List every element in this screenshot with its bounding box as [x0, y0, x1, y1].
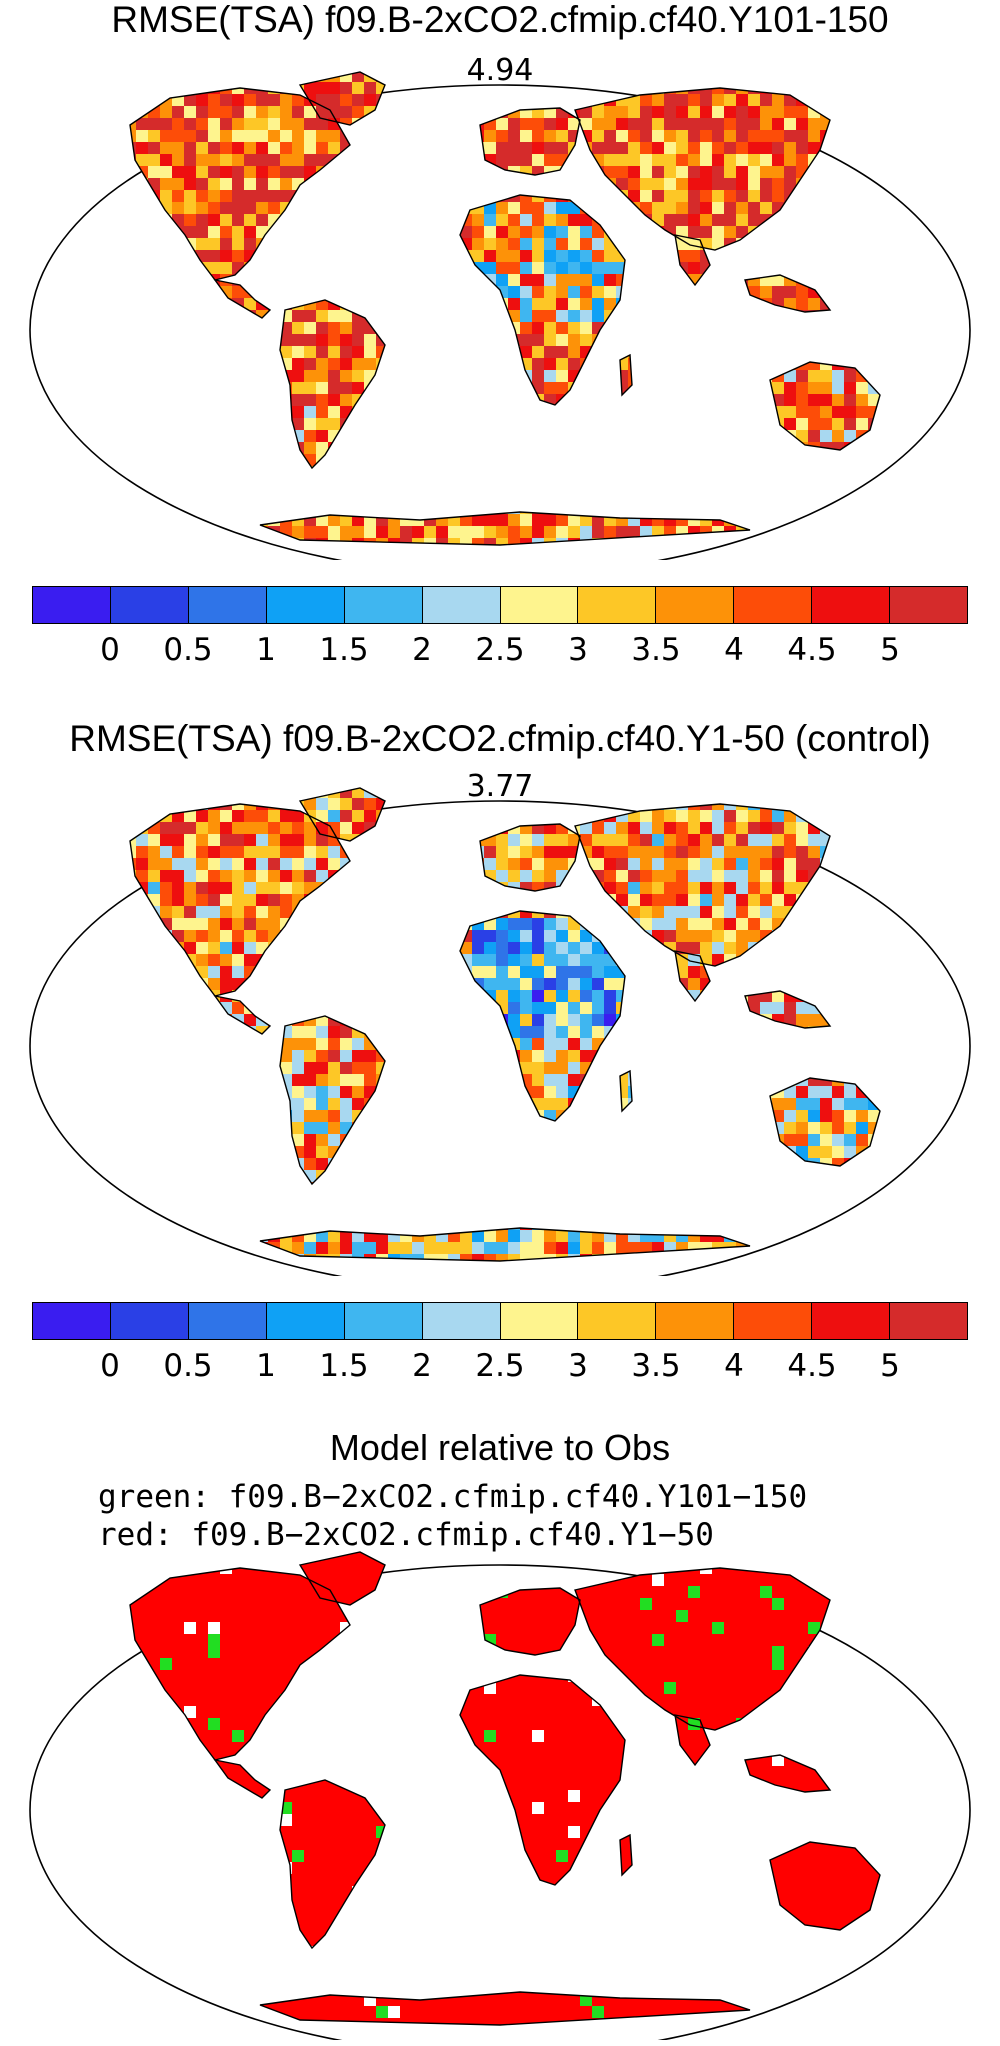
panel1-colorbar — [32, 586, 968, 624]
colorbar-tick-label: 3 — [568, 1348, 588, 1384]
coastline-samerica — [279, 1015, 386, 1186]
coastline-europe — [479, 1587, 581, 1656]
colorbar-tick-label: 4 — [724, 632, 744, 668]
coastline-madagascar — [619, 353, 633, 397]
red-legend-label: red: f09.B−2xCO2.cfmip.cf40.Y1−50 — [98, 1517, 714, 1553]
colorbar-tick-label: 3 — [568, 632, 588, 668]
coastline-namerica — [129, 87, 351, 281]
colorbar-swatch — [500, 587, 579, 623]
colorbar-swatch — [578, 1303, 657, 1339]
panel2-colorbar-ticks: 0 0.5 1 1.5 2 2.5 3 3.5 4 4.5 5 — [0, 1346, 1000, 1386]
panel1-world-map — [29, 71, 971, 560]
colorbar-swatch — [266, 1303, 345, 1339]
coastline-camerica — [213, 278, 272, 319]
colorbar-tick-label: 0 — [100, 632, 120, 668]
panel1-rmse-value: 4.94 — [466, 53, 534, 88]
colorbar-swatch — [890, 1303, 968, 1339]
coastline-europe — [479, 107, 581, 176]
coastline-seasia — [744, 1754, 832, 1793]
coastline-india — [674, 1714, 711, 1767]
coastline-madagascar — [619, 1069, 633, 1113]
panel1-colorbar-ticks: 0 0.5 1 1.5 2 2.5 3 3.5 4 4.5 5 — [0, 630, 1000, 670]
coastline-europe — [479, 823, 581, 892]
panel3-title: Model relative to Obs — [329, 1427, 671, 1468]
colorbar-swatch — [344, 587, 423, 623]
coastline-antarctica — [259, 1227, 751, 1262]
green-legend-label: green: f09.B−2xCO2.cfmip.cf40.Y101−150 — [98, 1479, 808, 1515]
colorbar-swatch — [812, 587, 891, 623]
colorbar-tick-label: 4 — [724, 1348, 744, 1384]
colorbar-tick-label: 1 — [256, 1348, 276, 1384]
coastline-asia — [574, 87, 831, 251]
coastline-samerica — [279, 299, 386, 470]
panel1-map — [29, 71, 971, 560]
coastline-africa — [459, 1674, 626, 1886]
coastline-asia — [574, 803, 831, 967]
coastline-antarctica — [259, 1991, 751, 2026]
coastline-asia — [574, 1567, 831, 1731]
colorbar-tick-label: 3.5 — [631, 632, 681, 668]
panel2-world-map — [29, 787, 971, 1276]
colorbar-tick-label: 5 — [880, 1348, 900, 1384]
panel2-rmse-value: 3.77 — [466, 769, 534, 804]
colorbar-swatch — [812, 1303, 891, 1339]
coastline-namerica — [129, 803, 351, 997]
colorbar-swatch — [110, 587, 189, 623]
coastline-antarctica — [259, 511, 751, 546]
colorbar-swatch — [656, 1303, 735, 1339]
coastline-namerica — [129, 1567, 351, 1761]
coastline-australia — [769, 361, 881, 451]
colorbar-swatch — [110, 1303, 189, 1339]
colorbar-swatch — [890, 587, 968, 623]
colorbar-swatch — [422, 587, 501, 623]
colorbar-tick-label: 0.5 — [163, 1348, 213, 1384]
colorbar-tick-label: 4.5 — [787, 632, 837, 668]
colorbar-swatch — [500, 1303, 579, 1339]
coastline-india — [674, 234, 711, 287]
coastline-camerica — [213, 994, 272, 1035]
coastline-australia — [769, 1077, 881, 1167]
coastline-madagascar — [619, 1833, 633, 1877]
colorbar-swatch — [656, 587, 735, 623]
colorbar-tick-label: 1.5 — [319, 632, 369, 668]
colorbar-tick-label: 2.5 — [475, 1348, 525, 1384]
colorbar-tick-label: 2.5 — [475, 632, 525, 668]
colorbar-swatch — [578, 587, 657, 623]
colorbar-swatch — [33, 587, 111, 623]
coastline-greenland — [298, 1551, 386, 1606]
colorbar-swatch — [344, 1303, 423, 1339]
coastline-camerica — [213, 1758, 272, 1799]
coastline-africa — [459, 910, 626, 1122]
coastline-seasia — [744, 990, 832, 1029]
colorbar-swatch — [734, 1303, 813, 1339]
panel3-map — [29, 1551, 971, 2040]
colorbar-tick-label: 5 — [880, 632, 900, 668]
panel2-map — [29, 787, 971, 1276]
colorbar-tick-label: 2 — [412, 1348, 432, 1384]
colorbar-swatch — [33, 1303, 111, 1339]
colorbar-swatch — [266, 587, 345, 623]
colorbar-swatch — [188, 1303, 267, 1339]
colorbar-tick-label: 3.5 — [631, 1348, 681, 1384]
panel1-title: RMSE(TSA) f09.B-2xCO2.cfmip.cf40.Y101-15… — [111, 0, 889, 40]
colorbar-swatch — [188, 587, 267, 623]
coastline-seasia — [744, 274, 832, 313]
colorbar-tick-label: 0 — [100, 1348, 120, 1384]
colorbar-tick-label: 2 — [412, 632, 432, 668]
colorbar-tick-label: 0.5 — [163, 632, 213, 668]
panel2-title: RMSE(TSA) f09.B-2xCO2.cfmip.cf40.Y1-50 (… — [69, 718, 931, 759]
coastline-india — [674, 950, 711, 1003]
colorbar-tick-label: 4.5 — [787, 1348, 837, 1384]
panel2-colorbar — [32, 1302, 968, 1340]
colorbar-swatch — [422, 1303, 501, 1339]
panel3-world-map — [29, 1551, 971, 2040]
coastline-samerica — [279, 1779, 386, 1950]
colorbar-tick-label: 1 — [256, 632, 276, 668]
coastline-australia — [769, 1841, 881, 1931]
coastline-africa — [459, 194, 626, 406]
colorbar-tick-label: 1.5 — [319, 1348, 369, 1384]
colorbar-swatch — [734, 587, 813, 623]
coastline-greenland — [298, 71, 386, 126]
coastline-greenland — [298, 787, 386, 842]
